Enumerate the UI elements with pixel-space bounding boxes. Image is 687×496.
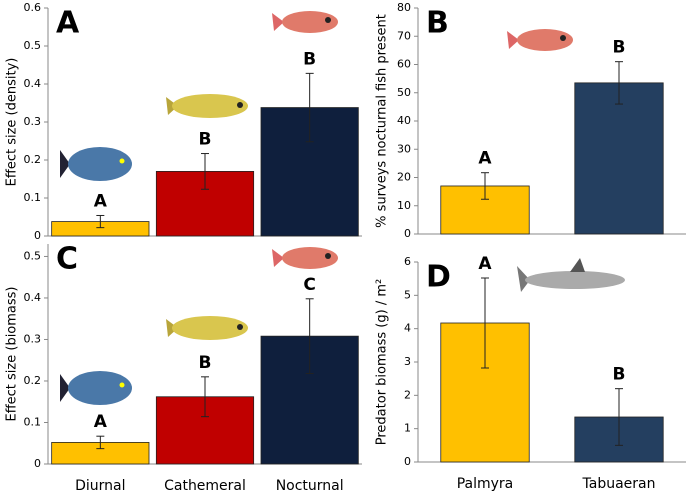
- y-tick-label: 40: [397, 114, 411, 127]
- y-tick-label: 1: [404, 422, 411, 435]
- y-tick-label: 20: [397, 171, 411, 184]
- fish-shark: [517, 258, 625, 292]
- significance-letter: C: [303, 275, 315, 295]
- y-tick-label: 0.3: [24, 115, 42, 128]
- y-axis-label: Effect size (biomass): [5, 286, 20, 421]
- significance-letter: A: [94, 191, 108, 211]
- y-tick-label: 5: [404, 288, 411, 301]
- x-tick-label: Palmyra: [457, 476, 514, 492]
- x-tick-label: Nocturnal: [276, 478, 344, 494]
- y-tick-label: 4: [404, 322, 411, 335]
- y-axis-label: Predator biomass (g) / m²: [375, 279, 390, 445]
- y-tick-label: 0.6: [24, 1, 42, 14]
- fish-squirrelfish: [272, 247, 338, 269]
- y-tick-label: 6: [404, 255, 411, 268]
- y-axis-label: Effect size (density): [5, 58, 20, 187]
- y-tick-label: 0.1: [24, 415, 42, 428]
- y-tick-label: 0.5: [24, 249, 42, 262]
- significance-letter: B: [613, 365, 626, 385]
- significance-letter: A: [94, 412, 108, 432]
- fish-squirrelfish: [507, 29, 573, 51]
- y-tick-label: 30: [397, 142, 411, 155]
- y-tick-label: 80: [397, 1, 411, 14]
- y-tick-label: 0.2: [24, 153, 42, 166]
- fish-surgeonfish: [60, 147, 132, 181]
- significance-letter: A: [478, 149, 492, 169]
- y-axis-label: % surveys nocturnal fish present: [375, 14, 390, 228]
- y-tick-label: 2: [404, 388, 411, 401]
- panel-label: B: [426, 6, 449, 41]
- y-tick-label: 0.4: [24, 291, 42, 304]
- x-tick-label: Tabuaeran: [582, 476, 656, 492]
- x-tick-label: Cathemeral: [164, 478, 246, 494]
- fish-butterflyfish: [166, 316, 248, 340]
- y-tick-label: 0: [34, 229, 41, 242]
- fish-icons: [60, 11, 625, 405]
- y-tick-label: 3: [404, 355, 411, 368]
- bar: [260, 107, 359, 237]
- y-tick-label: 10: [397, 199, 411, 212]
- y-tick-label: 50: [397, 86, 411, 99]
- x-tick-label: Diurnal: [75, 478, 125, 494]
- panel-label: D: [426, 260, 451, 295]
- panel-label: A: [56, 6, 80, 41]
- y-tick-label: 0.3: [24, 332, 42, 345]
- y-tick-label: 0: [34, 457, 41, 470]
- significance-letter: A: [478, 254, 492, 274]
- y-tick-label: 0.2: [24, 374, 42, 387]
- y-tick-label: 0.5: [24, 39, 42, 52]
- significance-letter: B: [613, 38, 626, 58]
- y-tick-label: 0.4: [24, 77, 42, 90]
- significance-letter: B: [199, 353, 212, 373]
- y-tick-label: 0: [404, 227, 411, 240]
- fish-squirrelfish: [272, 11, 338, 33]
- bar: [574, 82, 664, 235]
- fish-butterflyfish: [166, 94, 248, 118]
- y-tick-label: 70: [397, 29, 411, 42]
- y-tick-label: 0: [404, 455, 411, 468]
- significance-letter: B: [199, 130, 212, 150]
- y-tick-label: 60: [397, 58, 411, 71]
- panel-label: C: [56, 242, 78, 277]
- y-tick-label: 0.1: [24, 191, 42, 204]
- significance-letter: B: [303, 49, 316, 69]
- fish-surgeonfish: [60, 371, 132, 405]
